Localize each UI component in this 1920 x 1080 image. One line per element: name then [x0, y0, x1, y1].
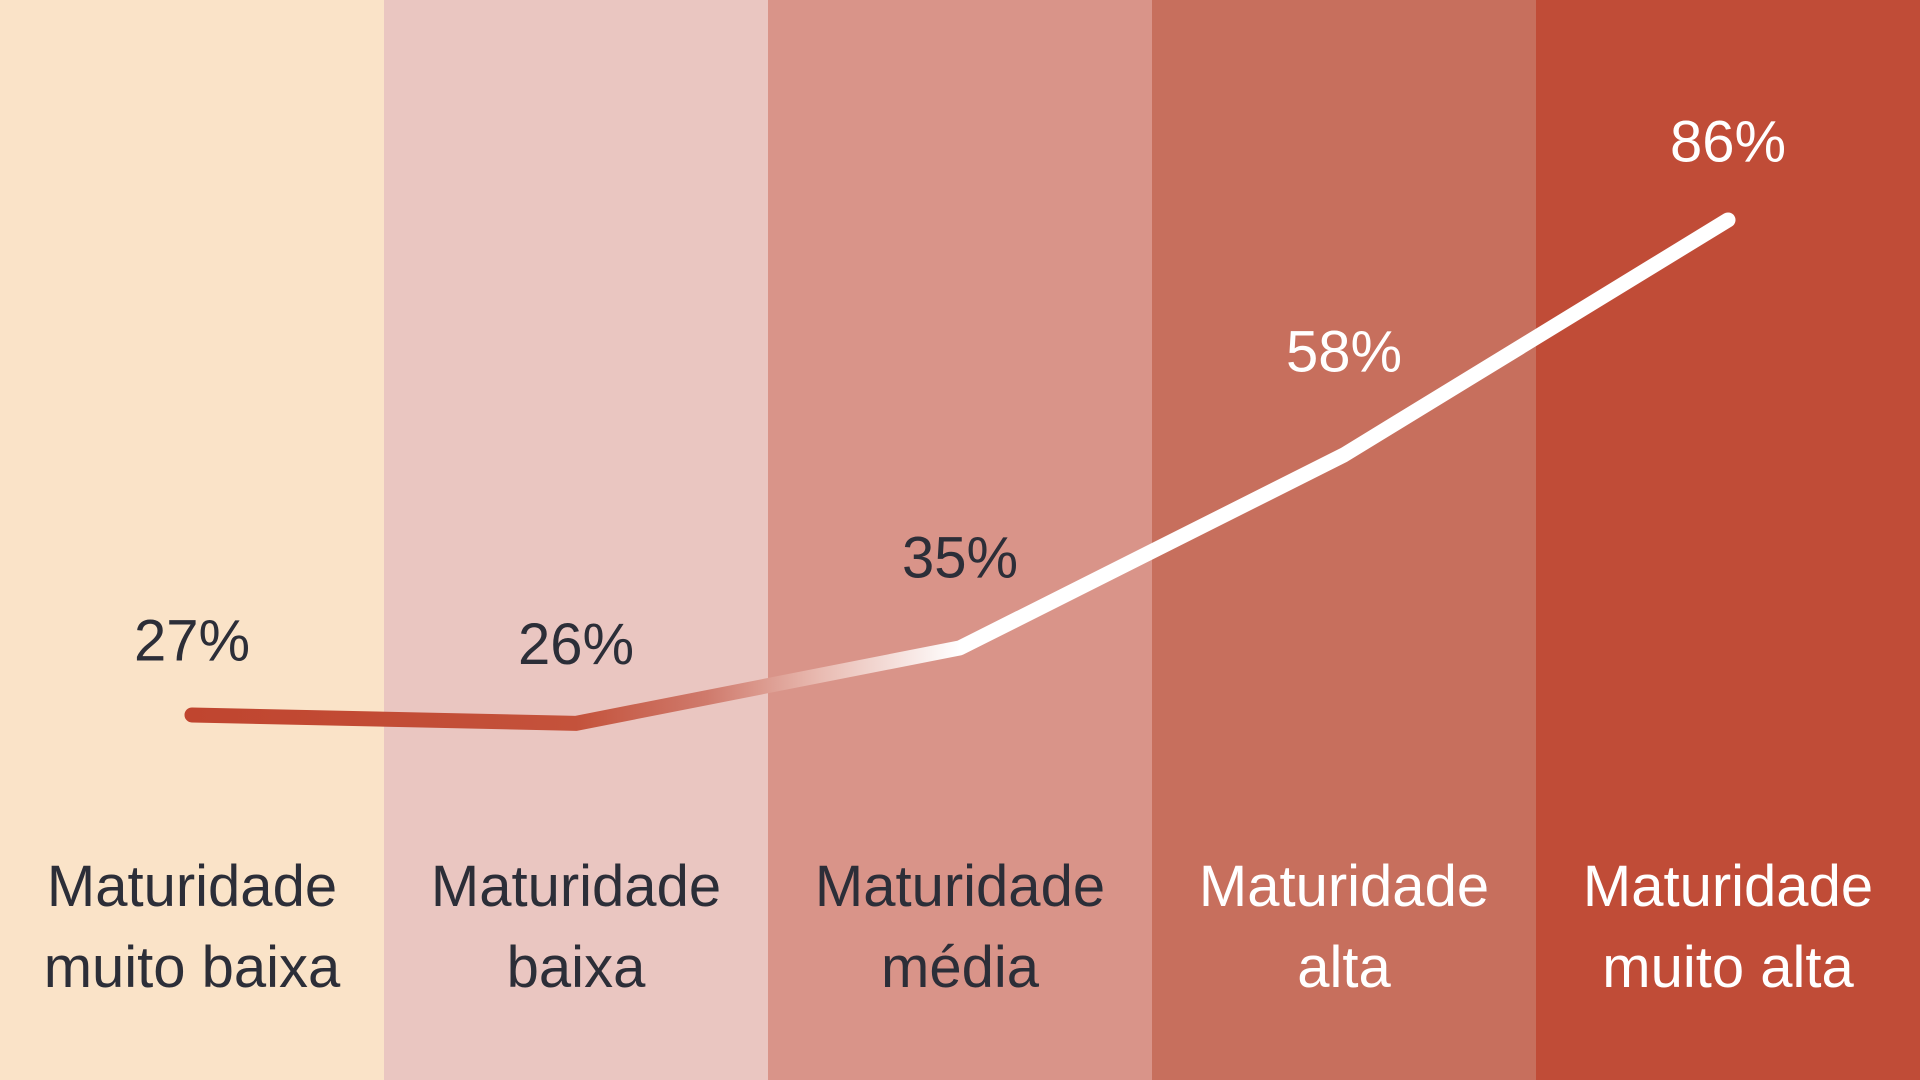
category-label: Maturidade muito baixa: [0, 846, 384, 1008]
category-label-line2: baixa: [506, 935, 646, 1000]
band-maturidade-alta: Maturidade alta: [1152, 0, 1536, 1080]
category-label-line1: Maturidade: [46, 854, 338, 919]
category-label: Maturidade muito alta: [1536, 846, 1920, 1008]
band-maturidade-muito-baixa: Maturidade muito baixa: [0, 0, 384, 1080]
category-label-line1: Maturidade: [814, 854, 1106, 919]
category-label: Maturidade alta: [1152, 846, 1536, 1008]
category-label-line2: muito baixa: [43, 935, 341, 1000]
category-label-line1: Maturidade: [1198, 854, 1490, 919]
band-maturidade-muito-alta: Maturidade muito alta: [1536, 0, 1920, 1080]
category-label-line2: média: [881, 935, 1039, 1000]
category-label: Maturidade média: [768, 846, 1152, 1008]
band-maturidade-media: Maturidade média: [768, 0, 1152, 1080]
category-label-line2: alta: [1297, 935, 1391, 1000]
category-label: Maturidade baixa: [384, 846, 768, 1008]
category-label-line1: Maturidade: [1582, 854, 1874, 919]
band-maturidade-baixa: Maturidade baixa: [384, 0, 768, 1080]
category-label-line2: muito alta: [1602, 935, 1854, 1000]
category-label-line1: Maturidade: [430, 854, 722, 919]
